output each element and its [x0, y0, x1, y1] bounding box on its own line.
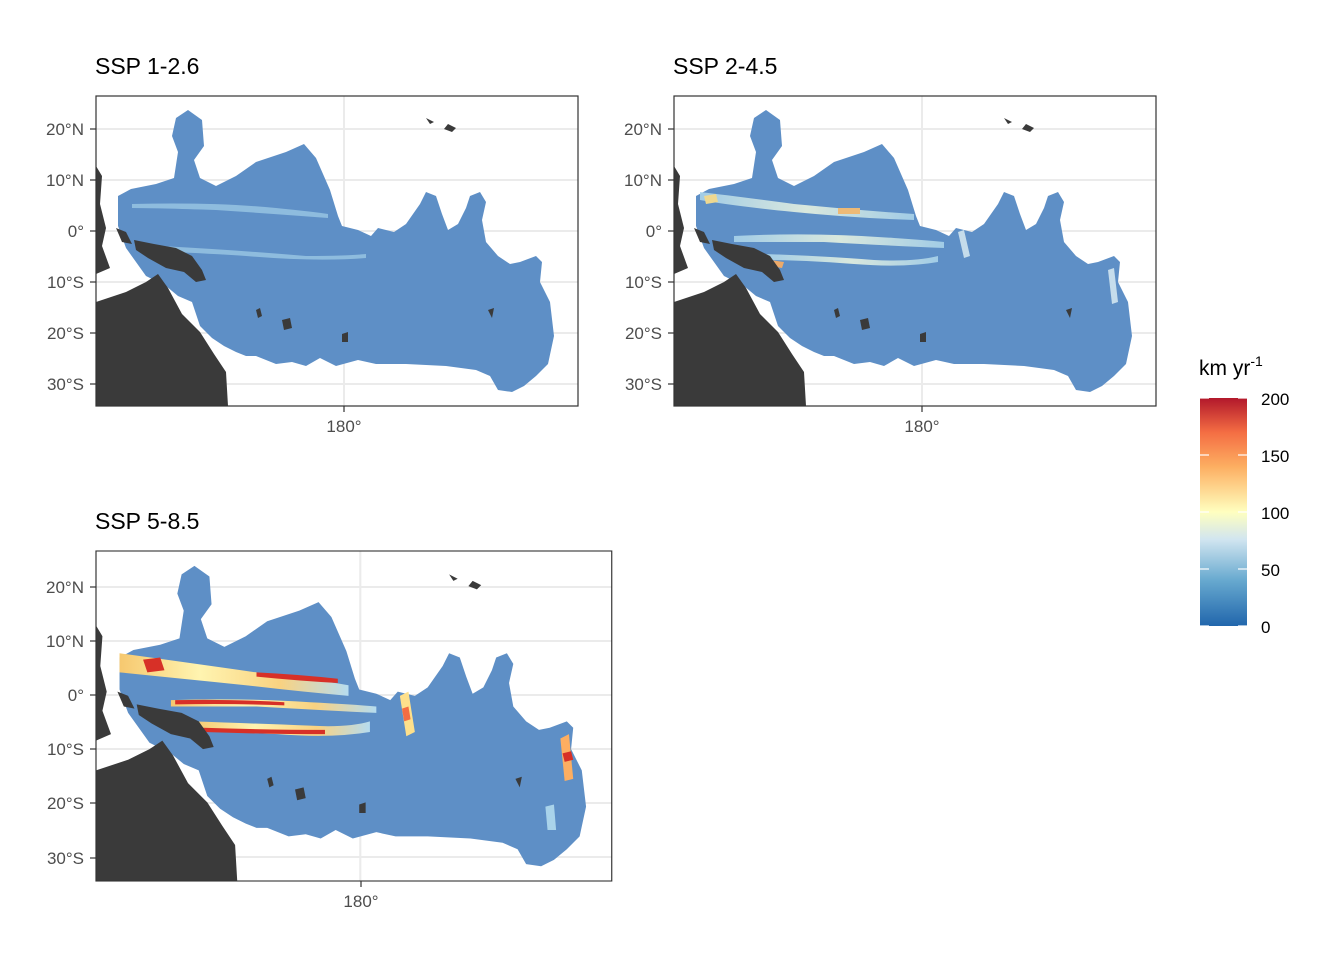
lat-tick: 20°N — [46, 120, 84, 139]
lat-tick: 30°S — [47, 849, 84, 868]
panel-border — [95, 95, 579, 407]
legend-tick: 150 — [1261, 447, 1289, 466]
legend-tick: 0 — [1261, 618, 1270, 637]
lon-tick: 180° — [326, 417, 361, 436]
legend-tick: 50 — [1261, 561, 1280, 580]
legend-title-sup: -1 — [1250, 353, 1263, 369]
colorbar-ticks — [1200, 397, 1247, 627]
panel-border — [673, 95, 1157, 407]
panel-title-1: SSP 1-2.6 — [95, 53, 199, 79]
lat-tick: 20°S — [47, 794, 84, 813]
lat-tick: 20°N — [46, 578, 84, 597]
lat-tick: 10°N — [624, 171, 662, 190]
lat-tick: 10°N — [46, 632, 84, 651]
lat-tick: 30°S — [47, 375, 84, 394]
lon-tick: 180° — [904, 417, 939, 436]
lat-tick: 0° — [68, 222, 84, 241]
legend-title: km yr-1 — [1199, 353, 1263, 380]
lat-axis-3: 20°N 10°N 0° 10°S 20°S 30°S 180° — [46, 578, 379, 911]
panel-title-3: SSP 5-8.5 — [95, 508, 199, 534]
colorbar-legend: km yr-1 200 150 100 50 0 — [1199, 353, 1289, 637]
lat-axis-2: 20°N 10°N 0° 10°S 20°S 30°S 180° — [624, 120, 940, 436]
lat-tick: 30°S — [625, 375, 662, 394]
velocity-bands — [700, 192, 1118, 304]
legend-tick: 100 — [1261, 504, 1289, 523]
lat-tick: 20°N — [624, 120, 662, 139]
lat-tick: 10°N — [46, 171, 84, 190]
lat-tick: 20°S — [47, 324, 84, 343]
panel-border — [95, 550, 613, 882]
lat-tick: 10°S — [47, 273, 84, 292]
panel-title-2: SSP 2-4.5 — [673, 53, 777, 79]
velocity-bands — [132, 203, 366, 260]
panel-ssp245 — [673, 95, 1157, 407]
panel-ssp126 — [95, 95, 579, 407]
legend-title-main: km yr — [1199, 357, 1250, 380]
panel-ssp585 — [95, 550, 613, 882]
lat-tick: 0° — [68, 686, 84, 705]
lon-tick: 180° — [343, 892, 378, 911]
lat-tick: 0° — [646, 222, 662, 241]
legend-tick: 200 — [1261, 390, 1289, 409]
lat-axis-1: 20°N 10°N 0° 10°S 20°S 30°S 180° — [46, 120, 362, 436]
velocity-bands — [119, 653, 574, 831]
lat-tick: 20°S — [625, 324, 662, 343]
lat-tick: 10°S — [625, 273, 662, 292]
lat-tick: 10°S — [47, 740, 84, 759]
